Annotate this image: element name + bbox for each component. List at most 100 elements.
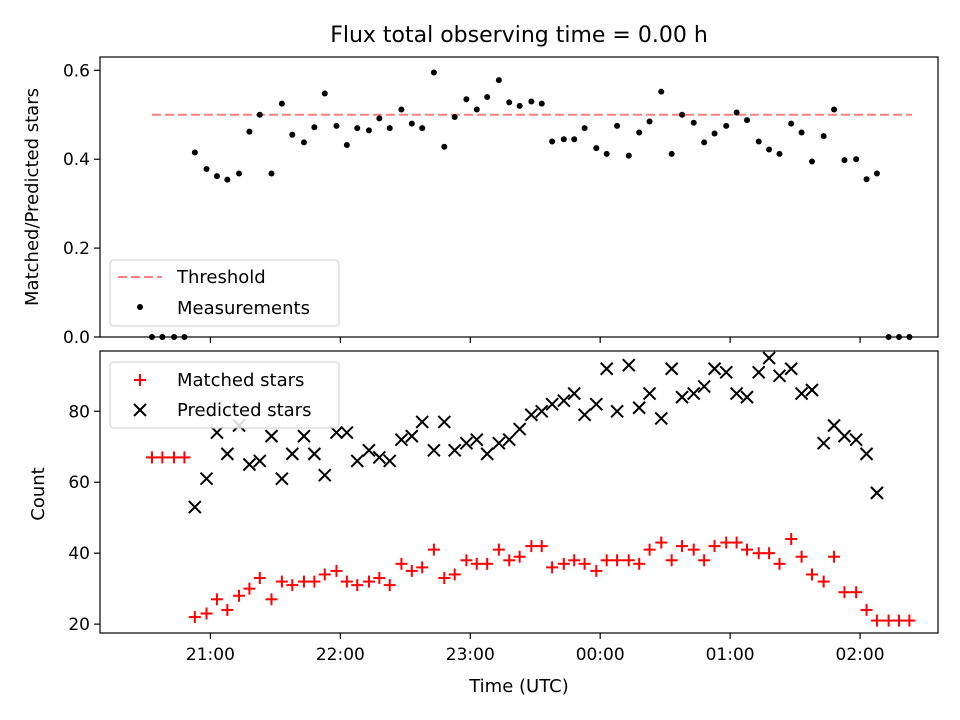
predicted-star-point xyxy=(285,447,299,461)
predicted-star-point xyxy=(275,471,289,486)
matched-star-point xyxy=(265,593,278,606)
predicted-star-point xyxy=(827,418,841,433)
matched-star-point xyxy=(698,554,711,567)
legend-measurements-swatch xyxy=(137,304,143,310)
measurement-point xyxy=(354,125,361,132)
matched-star-point xyxy=(243,582,256,595)
legend-matched-swatch xyxy=(134,374,146,386)
predicted-star-point xyxy=(492,436,506,450)
measurement-point xyxy=(636,129,643,136)
matched-star-point xyxy=(708,540,721,553)
predicted-star-point xyxy=(210,425,224,440)
matched-star-point xyxy=(795,550,808,563)
matched-star-point xyxy=(535,540,548,553)
measurement-point xyxy=(289,131,296,138)
bottom-panel: 20 40 60 80 21:00 22:00 23:00 00:00 01:00 02:00 Ma… xyxy=(68,350,939,665)
predicted-star-point xyxy=(427,443,441,458)
predicted-star-point xyxy=(784,362,798,376)
matched-star-point xyxy=(893,614,906,627)
measurement-point xyxy=(191,149,198,156)
matched-star-point xyxy=(448,568,461,581)
matched-star-point xyxy=(773,557,786,570)
predicted-star-point xyxy=(362,443,376,458)
measurement-point xyxy=(603,150,610,157)
matched-star-point xyxy=(308,575,321,588)
predicted-star-point xyxy=(545,397,559,411)
measurement-point xyxy=(484,94,491,100)
matched-star-point xyxy=(503,554,516,567)
predicted-star-point xyxy=(535,404,549,419)
measurement-point xyxy=(625,152,632,159)
matched-star-point xyxy=(655,536,668,549)
bottom-y-tick-label: 20 xyxy=(68,615,90,635)
predicted-star-point xyxy=(405,429,419,443)
matched-star-point xyxy=(665,554,678,567)
predicted-star-point xyxy=(447,443,462,458)
matched-star-point xyxy=(785,533,798,545)
matched-star-point xyxy=(200,607,213,620)
matched-star-point xyxy=(275,575,288,588)
matched-star-point xyxy=(145,451,158,464)
predicted-star-point xyxy=(340,425,354,440)
top-legend: Threshold Measurements xyxy=(109,259,340,327)
matched-star-point xyxy=(763,547,776,560)
predicted-star-point xyxy=(697,379,711,394)
matched-star-point xyxy=(460,554,473,567)
x-axis-label: Time (UTC) xyxy=(468,676,569,697)
measurement-point xyxy=(820,133,827,140)
bottom-y-tick-label: 80 xyxy=(68,402,90,422)
predicted-star-point xyxy=(751,365,766,379)
measurement-point xyxy=(365,127,372,134)
predicted-star-point xyxy=(350,454,364,468)
measurement-point xyxy=(863,176,870,183)
predicted-star-point xyxy=(199,471,214,486)
predicted-star-point xyxy=(577,408,592,422)
predicted-star-point xyxy=(664,362,679,376)
measurement-point xyxy=(528,98,535,105)
measurement-point xyxy=(430,69,437,76)
predicted-star-point xyxy=(816,436,831,450)
measurement-point xyxy=(224,176,231,183)
matched-star-point xyxy=(481,557,494,570)
predicted-star-point xyxy=(719,365,733,379)
predicted-star-point xyxy=(642,386,657,401)
matched-star-point xyxy=(870,614,883,627)
top-y-tick-label: 0.6 xyxy=(63,61,90,81)
predicted-star-point xyxy=(772,369,787,383)
legend-threshold-label: Threshold xyxy=(176,267,266,288)
measurement-point xyxy=(321,90,328,97)
predicted-star-point xyxy=(870,486,884,500)
predicted-star-point xyxy=(589,397,604,411)
bottom-plot-frame xyxy=(99,350,939,634)
matched-star-point xyxy=(373,572,386,585)
predicted-star-point xyxy=(849,432,863,447)
predicted-star-point xyxy=(383,454,397,468)
matched-star-point xyxy=(297,575,310,588)
predicted-star-point xyxy=(264,429,279,443)
matched-star-point xyxy=(838,586,851,599)
measurement-point xyxy=(268,170,275,177)
measurement-point xyxy=(538,100,545,107)
x-tick-label: 02:00 xyxy=(836,645,885,665)
matched-star-point xyxy=(383,579,396,592)
top-y-axis-label: Matched/Predicted stars xyxy=(22,88,43,306)
matched-star-point xyxy=(850,586,863,599)
predicted-star-point xyxy=(372,450,387,465)
matched-star-point xyxy=(828,550,841,563)
matched-star-point xyxy=(178,451,191,464)
chart-title: Flux total observing time = 0.00 h xyxy=(330,23,708,48)
matched-star-point xyxy=(730,536,743,549)
predicted-star-point xyxy=(740,390,754,404)
predicted-star-point xyxy=(437,415,452,429)
matched-star-point xyxy=(687,543,700,556)
matched-star-point xyxy=(578,557,591,570)
predicted-star-point xyxy=(318,468,332,482)
top-y-tick-label: 0.2 xyxy=(63,239,90,259)
measurement-point xyxy=(441,143,448,150)
matched-star-point xyxy=(882,614,895,627)
matched-star-point xyxy=(513,550,526,563)
measurement-point xyxy=(853,156,860,163)
predicted-star-point xyxy=(675,390,689,404)
bottom-y-axis-label: Count xyxy=(28,467,49,520)
measurement-point xyxy=(733,109,740,116)
